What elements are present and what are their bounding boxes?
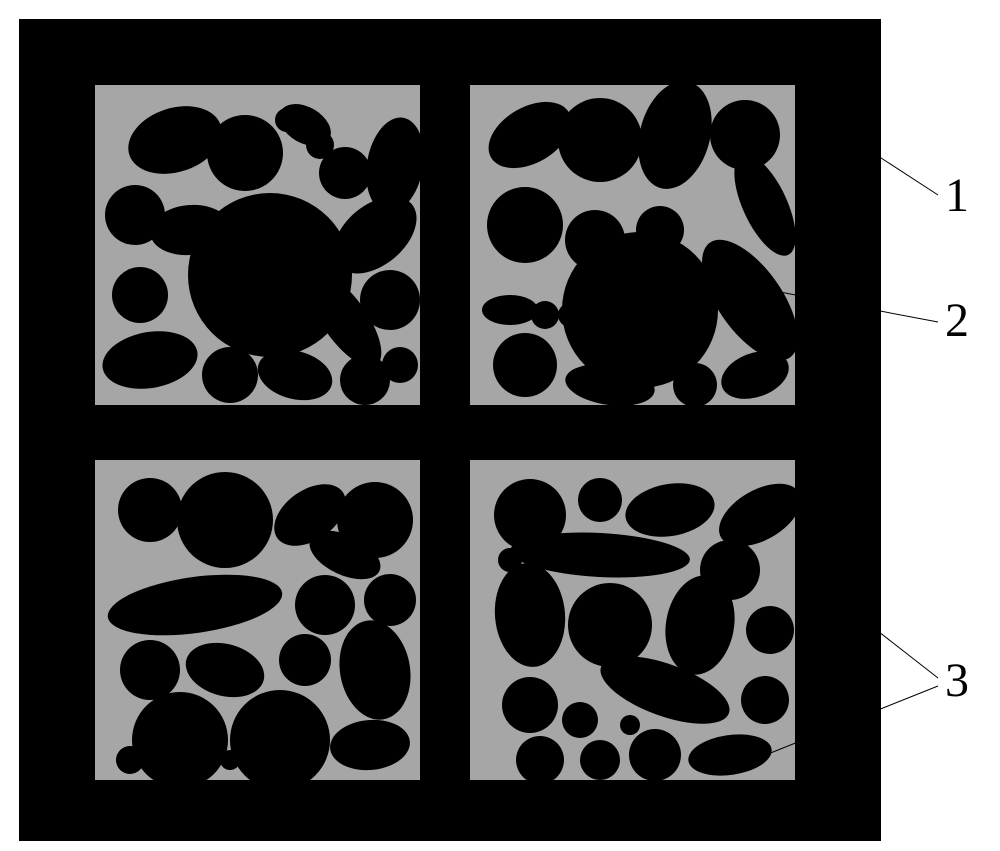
particle	[382, 347, 418, 383]
particle	[220, 750, 240, 770]
cell-0	[95, 85, 431, 408]
particle	[279, 634, 331, 686]
particle	[207, 115, 283, 191]
particle	[493, 333, 557, 397]
particle	[177, 472, 273, 568]
particle	[741, 676, 789, 724]
callout-label-3: 3	[945, 654, 969, 707]
particle	[746, 606, 794, 654]
particle	[112, 267, 168, 323]
cell-1	[470, 73, 816, 411]
particle	[306, 131, 334, 159]
particle	[531, 301, 559, 329]
particle	[120, 640, 180, 700]
particle	[132, 692, 228, 788]
particle	[502, 677, 558, 733]
particle	[498, 548, 522, 572]
particle	[558, 303, 582, 327]
particle	[230, 690, 330, 790]
particle	[562, 702, 598, 738]
particle	[116, 746, 144, 774]
particle	[568, 583, 652, 667]
particle	[482, 295, 538, 325]
cell-3	[470, 460, 811, 784]
particle	[673, 363, 717, 407]
particle	[580, 740, 620, 780]
particle	[558, 98, 642, 182]
particle	[202, 347, 258, 403]
particle	[578, 478, 622, 522]
callout-label-2: 2	[945, 294, 969, 347]
particle	[118, 478, 182, 542]
figure-canvas: 1 2 3	[0, 0, 1000, 851]
particle	[516, 736, 564, 784]
particle	[275, 108, 299, 132]
particle	[487, 187, 563, 263]
particle	[295, 575, 355, 635]
cell-2	[95, 460, 420, 790]
callout-label-1: 1	[945, 169, 969, 222]
particles-group	[477, 73, 816, 411]
particle	[364, 574, 416, 626]
particle	[629, 729, 681, 781]
particle	[620, 715, 640, 735]
